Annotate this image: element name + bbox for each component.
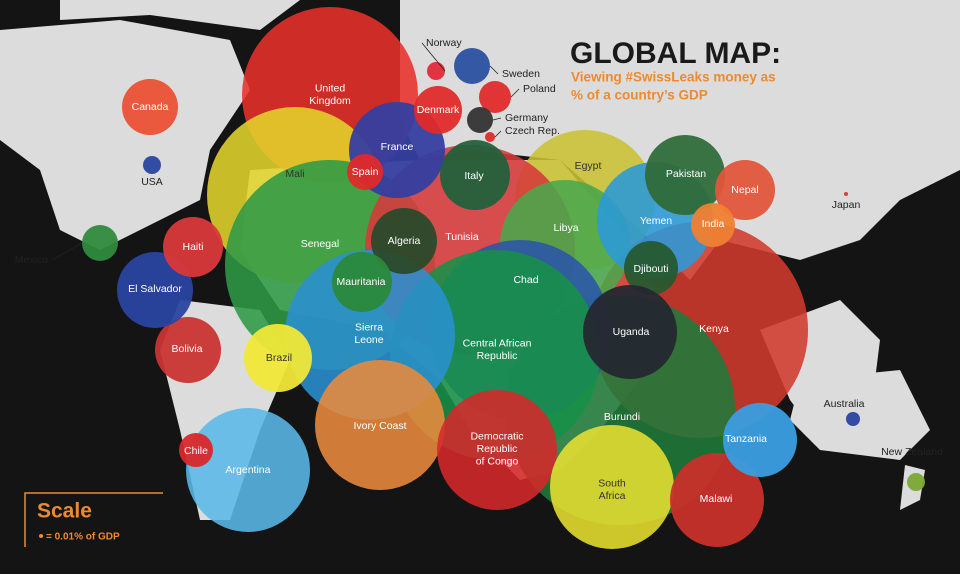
country-label: Malawi bbox=[700, 493, 733, 505]
country-bubble bbox=[479, 81, 511, 113]
country-bubble bbox=[427, 62, 445, 80]
country-bubble bbox=[454, 48, 490, 84]
country-bubble bbox=[485, 132, 495, 142]
country-bubble bbox=[347, 154, 383, 190]
country-bubble bbox=[907, 473, 925, 491]
leader-line bbox=[51, 242, 83, 261]
country-label: Pakistan bbox=[666, 168, 706, 180]
country-label: of Congo bbox=[476, 455, 519, 467]
country-bubble bbox=[844, 192, 848, 196]
country-label: Yemen bbox=[640, 215, 672, 227]
leader-line bbox=[489, 65, 499, 75]
country-label: Haiti bbox=[182, 241, 203, 253]
leader-line bbox=[510, 88, 520, 98]
scale-title: Scale bbox=[37, 500, 92, 523]
country-bubble bbox=[583, 285, 677, 379]
country-bubble bbox=[155, 317, 221, 383]
country-bubble bbox=[332, 252, 392, 312]
country-label: Bolivia bbox=[172, 343, 203, 355]
country-bubble bbox=[670, 453, 764, 547]
country-label: Sweden bbox=[502, 68, 540, 80]
country-bubble bbox=[437, 390, 557, 510]
country-label: Spain bbox=[352, 166, 379, 178]
country-bubble bbox=[691, 203, 735, 247]
country-label: Canada bbox=[132, 101, 169, 113]
country-bubble bbox=[715, 160, 775, 220]
leader-line bbox=[492, 117, 502, 121]
country-label: Central African bbox=[463, 338, 532, 350]
country-bubble bbox=[645, 135, 725, 215]
subtitle-line: % of a country’s GDP bbox=[571, 88, 708, 103]
country-label: Africa bbox=[599, 490, 626, 502]
country-label: Sierra bbox=[355, 322, 383, 334]
country-label: Egypt bbox=[575, 160, 602, 172]
country-bubble bbox=[117, 252, 193, 328]
country-label: France bbox=[381, 141, 414, 153]
subtitle-line: Viewing #SwissLeaks money as bbox=[571, 70, 776, 85]
country-label: New Zealand bbox=[881, 446, 943, 458]
country-label: Norway bbox=[426, 37, 462, 49]
country-label: Uganda bbox=[613, 326, 650, 338]
country-label: Republic bbox=[477, 350, 518, 362]
country-label: Argentina bbox=[226, 464, 271, 476]
country-bubble bbox=[414, 86, 462, 134]
bubbles bbox=[82, 7, 925, 549]
country-label: Djibouti bbox=[633, 263, 668, 275]
country-label: Leone bbox=[354, 334, 383, 346]
country-label: Tanzania bbox=[725, 433, 767, 445]
scale-note: = 0.01% of GDP bbox=[46, 532, 120, 543]
country-label: Senegal bbox=[301, 238, 340, 250]
country-label: Algeria bbox=[388, 235, 421, 247]
country-bubble bbox=[179, 433, 213, 467]
leader-line bbox=[421, 42, 446, 72]
country-label: Kenya bbox=[699, 323, 729, 335]
country-label: Kingdom bbox=[309, 95, 351, 107]
country-label: Australia bbox=[824, 398, 865, 410]
country-label: Republic bbox=[477, 443, 518, 455]
country-bubble bbox=[371, 208, 437, 274]
country-label: USA bbox=[141, 176, 163, 188]
leader-line bbox=[494, 130, 502, 138]
country-label: Japan bbox=[832, 199, 861, 211]
country-label: Chad bbox=[513, 274, 538, 286]
country-label: Tunisia bbox=[445, 231, 479, 243]
title: GLOBAL MAP: bbox=[570, 37, 781, 70]
country-label: El Salvador bbox=[128, 283, 182, 295]
country-label: Libya bbox=[553, 222, 578, 234]
country-label: Chile bbox=[184, 445, 208, 457]
country-label: Denmark bbox=[417, 104, 460, 116]
country-bubble bbox=[244, 324, 312, 392]
country-label: Czech Rep. bbox=[505, 125, 560, 137]
country-label: India bbox=[702, 218, 725, 230]
country-bubble bbox=[846, 412, 860, 426]
country-bubble bbox=[550, 425, 674, 549]
country-bubble bbox=[143, 156, 161, 174]
country-label: Nepal bbox=[731, 184, 758, 196]
country-label: United bbox=[315, 83, 346, 95]
country-bubble bbox=[440, 140, 510, 210]
country-bubble bbox=[467, 107, 493, 133]
country-label: Mexico bbox=[15, 254, 48, 266]
country-label: Italy bbox=[464, 170, 484, 182]
country-bubble bbox=[163, 217, 223, 277]
country-label: Burundi bbox=[604, 411, 640, 423]
scale-dot bbox=[39, 534, 43, 538]
country-bubble bbox=[186, 408, 310, 532]
country-bubble bbox=[624, 241, 678, 295]
scale-box: Scale = 0.01% of GDP bbox=[24, 492, 163, 547]
country-label: Poland bbox=[523, 83, 556, 95]
country-bubble bbox=[723, 403, 797, 477]
country-bubble bbox=[82, 225, 118, 261]
country-bubble bbox=[122, 79, 178, 135]
country-label: Mauritania bbox=[336, 276, 385, 288]
country-label: South bbox=[598, 478, 626, 490]
country-label: Democratic bbox=[470, 430, 523, 442]
country-label: Germany bbox=[505, 112, 549, 124]
country-bubble bbox=[315, 360, 445, 490]
country-label: Brazil bbox=[266, 352, 292, 364]
country-label: Ivory Coast bbox=[353, 420, 406, 432]
country-label: Mali bbox=[285, 168, 304, 180]
